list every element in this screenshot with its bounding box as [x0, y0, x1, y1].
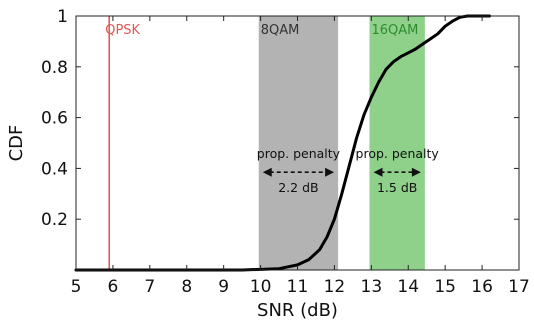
x-tick-label: 6 — [108, 277, 119, 297]
x-tick-label: 11 — [287, 277, 309, 297]
y-tick-label: 1 — [57, 7, 68, 27]
region-8qam — [258, 16, 339, 270]
penalty-regions: 8QAM 16QAM — [258, 16, 425, 270]
x-tick-label: 10 — [250, 277, 272, 297]
penalty-value: 2.2 dB — [278, 180, 318, 195]
series-line-0 — [74, 14, 491, 272]
penalty-text: prop. penalty — [257, 146, 341, 161]
region-16qam — [369, 16, 425, 270]
x-tick-label: 8 — [181, 277, 192, 297]
x-tick-label: 14 — [397, 277, 419, 297]
penalty-text: prop. penalty — [356, 146, 440, 161]
x-tick-label: 7 — [144, 277, 155, 297]
x-tick-label: 9 — [218, 277, 229, 297]
region-label-16qam: 16QAM — [371, 23, 418, 38]
penalty-arrow-left — [262, 167, 272, 177]
y-tick-label: 0.2 — [41, 210, 68, 230]
axis-ticks: 5 6 7 8 9 10 11 12 13 14 15 16 17 0.2 0.4 0.6 0.8 1 — [41, 7, 530, 297]
x-tick-label: 13 — [361, 277, 383, 297]
threshold-label: QPSK — [105, 23, 140, 38]
region-label-8qam: 8QAM — [261, 23, 300, 38]
y-tick-label: 0.8 — [41, 58, 68, 78]
penalty-value: 1.5 dB — [377, 180, 417, 195]
y-axis-label: CDF — [6, 125, 27, 162]
penalty-arrow-right — [411, 167, 421, 177]
x-tick-label: 17 — [508, 277, 530, 297]
x-tick-label: 15 — [434, 277, 456, 297]
cdf-series — [74, 14, 491, 272]
penalty-arrow-right — [325, 167, 335, 177]
penalty-annotations: prop. penalty 2.2 dB prop. penalty 1.5 dB — [257, 146, 440, 195]
y-tick-label: 0.6 — [41, 109, 68, 129]
x-tick-label: 16 — [471, 277, 493, 297]
x-tick-label: 5 — [71, 277, 82, 297]
y-tick-label: 0.4 — [41, 159, 68, 179]
qpsk-threshold: QPSK — [105, 16, 141, 270]
x-tick-label: 12 — [324, 277, 346, 297]
penalty-arrow-left — [373, 167, 383, 177]
x-axis-label: SNR (dB) — [257, 300, 338, 321]
